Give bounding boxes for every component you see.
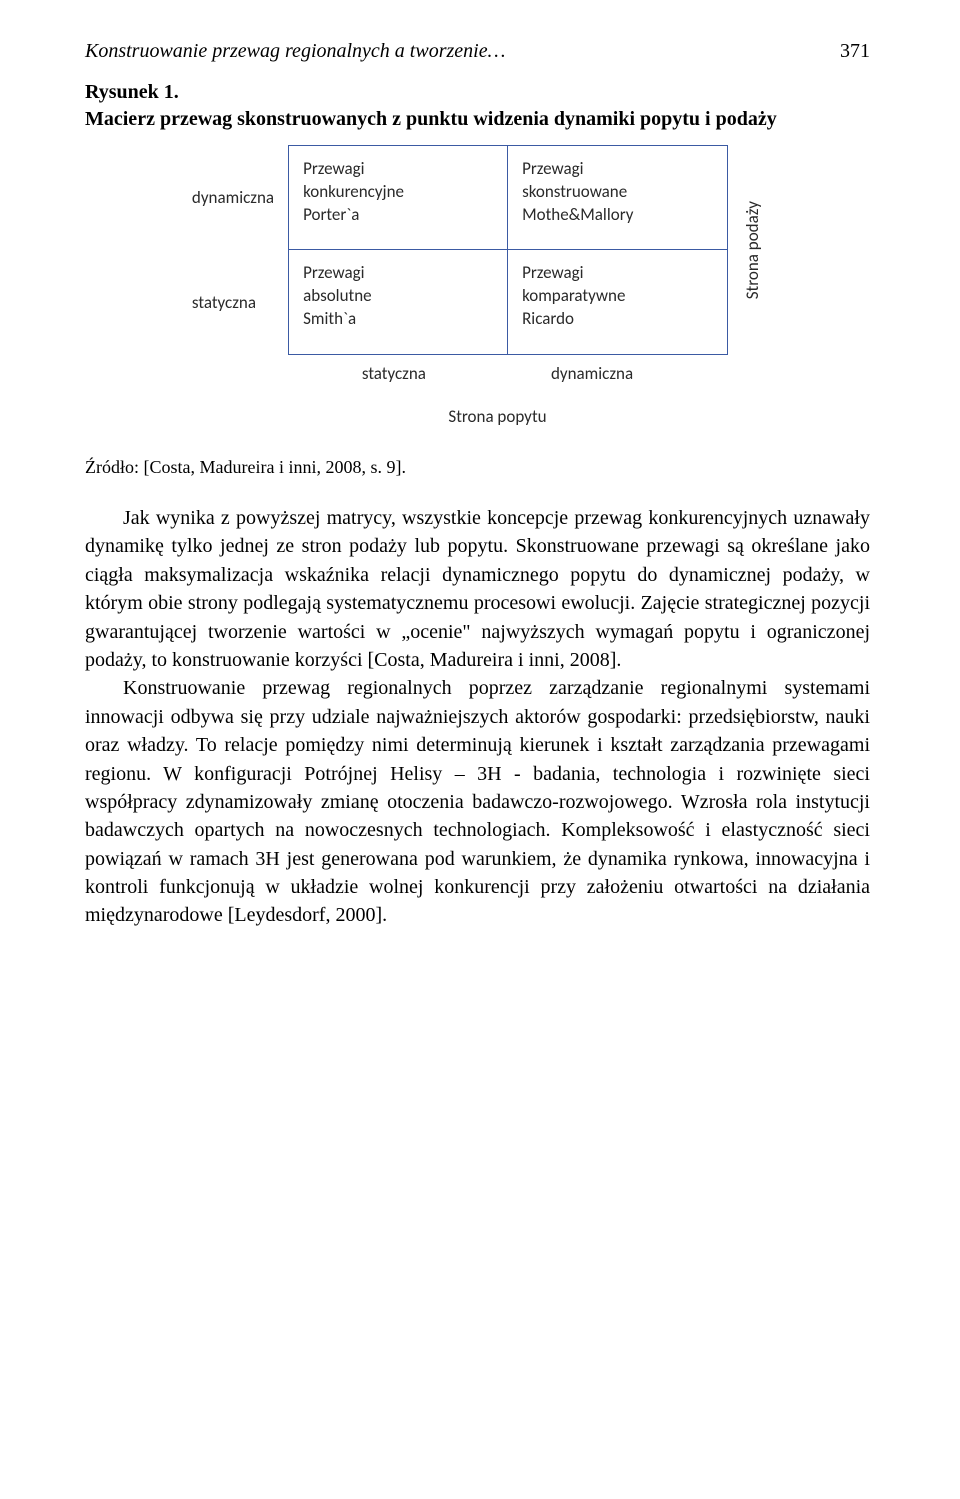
y-axis-title: Strona podaży xyxy=(742,201,763,299)
x-label-right: dynamiczna xyxy=(551,363,633,384)
y-label-top: dynamiczna xyxy=(192,159,274,236)
cell-line: absolutne xyxy=(303,285,493,308)
figure-subtitle-bold: Macierz przewag skonstruowanych z punktu… xyxy=(85,108,777,130)
paragraph-2: Konstruowanie przewag regionalnych poprz… xyxy=(85,674,870,930)
matrix-diagram: dynamiczna statyczna Przewagi konkurency… xyxy=(85,145,870,355)
matrix-cell-br: Przewagi komparatywne Ricardo xyxy=(508,250,727,354)
matrix-cell-tl: Przewagi konkurencyjne Porter`a xyxy=(289,146,508,250)
x-axis-labels: statyczna dynamiczna xyxy=(125,363,870,384)
figure-subtitle: Macierz przewag skonstruowanych z punktu… xyxy=(85,108,870,131)
body-text: Jak wynika z powyższej matrycy, wszystki… xyxy=(85,504,870,930)
matrix-cell-tr: Przewagi skonstruowane Mothe&Mallory xyxy=(508,146,727,250)
running-title: Konstruowanie przewag regionalnych a two… xyxy=(85,40,505,63)
cell-line: Przewagi xyxy=(522,158,713,181)
x-label-left: statyczna xyxy=(362,363,426,384)
x-axis-title: Strona popytu xyxy=(125,406,870,427)
cell-line: Przewagi xyxy=(303,262,493,285)
cell-line: komparatywne xyxy=(522,285,713,308)
figure-caption-bold: Rysunek 1. xyxy=(85,81,179,103)
cell-line: skonstruowane xyxy=(522,181,713,204)
y-label-bottom: statyczna xyxy=(192,264,274,341)
cell-line: Porter`a xyxy=(303,204,493,227)
cell-line: Przewagi xyxy=(303,158,493,181)
matrix-cell-bl: Przewagi absolutne Smith`a xyxy=(289,250,508,354)
page-number: 371 xyxy=(840,40,870,63)
cell-line: konkurencyjne xyxy=(303,181,493,204)
figure-source: Źródło: [Costa, Madureira i inni, 2008, … xyxy=(85,457,870,478)
cell-line: Mothe&Mallory xyxy=(522,204,713,227)
cell-line: Przewagi xyxy=(522,262,713,285)
page-header: Konstruowanie przewag regionalnych a two… xyxy=(85,40,870,63)
cell-line: Ricardo xyxy=(522,308,713,331)
figure-caption-label: Rysunek 1. xyxy=(85,81,870,104)
paragraph-1: Jak wynika z powyższej matrycy, wszystki… xyxy=(85,504,870,674)
matrix-grid: Przewagi konkurencyjne Porter`a Przewagi… xyxy=(288,145,728,355)
cell-line: Smith`a xyxy=(303,308,493,331)
y-axis-labels: dynamiczna statyczna xyxy=(192,145,274,355)
